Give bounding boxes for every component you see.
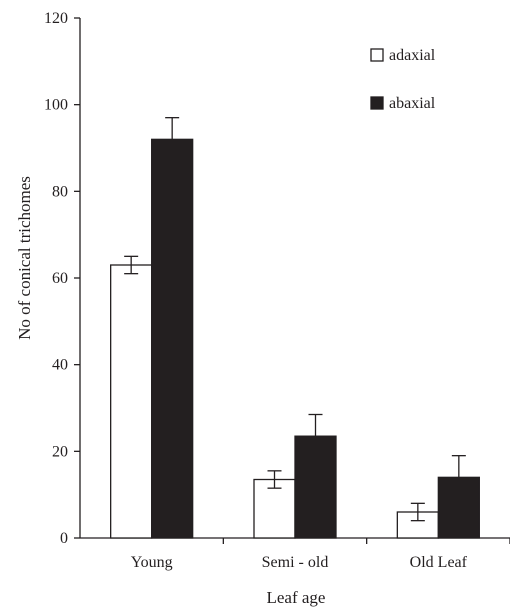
y-tick-label: 60: [52, 270, 68, 287]
legend-label-adaxial: adaxial: [389, 47, 436, 64]
y-tick-label: 40: [52, 357, 68, 374]
y-tick-label: 120: [44, 10, 68, 27]
bar-abaxial-0: [151, 138, 194, 539]
legend-label-abaxial: abaxial: [389, 95, 436, 112]
legend-swatch-adaxial: [370, 48, 384, 62]
x-tick-label: Semi - old: [262, 554, 329, 571]
error-bars: [124, 117, 466, 522]
legend: adaxial abaxial: [370, 47, 436, 112]
bars: [110, 138, 480, 539]
x-tick-label: Old Leaf: [410, 554, 468, 571]
x-tick-label: Young: [131, 554, 173, 571]
y-ticks: 0 20 40 60 80 100 120: [44, 10, 80, 547]
y-tick-label: 100: [44, 97, 68, 114]
y-tick-label: 80: [52, 183, 68, 200]
bar-adaxial-0: [110, 264, 153, 539]
bar-abaxial-2: [437, 476, 480, 539]
legend-swatch-abaxial: [370, 96, 384, 110]
bar-adaxial-1: [253, 478, 296, 539]
y-tick-label: 20: [52, 443, 68, 460]
bar-abaxial-1: [294, 435, 337, 539]
y-tick-label: 0: [60, 530, 68, 547]
x-axis-title: Leaf age: [267, 588, 326, 607]
y-axis-title: No of conical trichomes: [15, 176, 34, 340]
x-ticks: Young Semi - old Old Leaf: [131, 538, 510, 571]
